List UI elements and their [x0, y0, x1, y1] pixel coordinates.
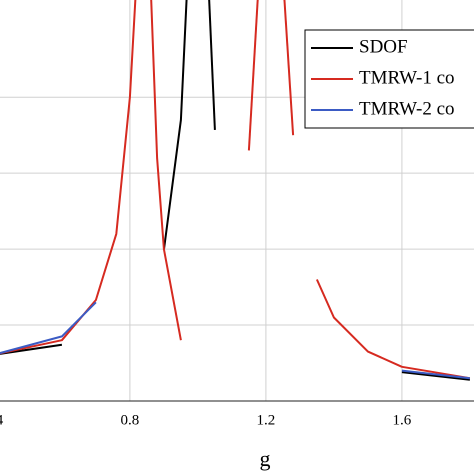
plot: [0, 0, 471, 381]
legend-label: TMRW-2 co: [359, 98, 455, 119]
series-line: [315, 279, 471, 380]
series-line: [401, 369, 471, 380]
series-line: [247, 0, 259, 151]
legend-label: TMRW-1 co: [359, 67, 455, 88]
x-tick-label: 1.2: [257, 412, 276, 428]
x-tick-label: 0.8: [121, 412, 140, 428]
legend-box: [304, 29, 474, 129]
x-tick-label: 1.6: [393, 412, 412, 428]
series-line: [283, 0, 295, 136]
legend: SDOF TMRW-1 co TMRW-2 co: [304, 29, 474, 129]
series-line: [401, 371, 471, 381]
series-line: [208, 0, 216, 130]
series-line: [0, 0, 182, 355]
legend-label: SDOF: [359, 36, 408, 57]
series-line: [162, 0, 188, 251]
series-line: [0, 301, 97, 355]
x-axis-label: g: [260, 446, 271, 471]
x-tick-label: 0.4: [0, 412, 4, 428]
